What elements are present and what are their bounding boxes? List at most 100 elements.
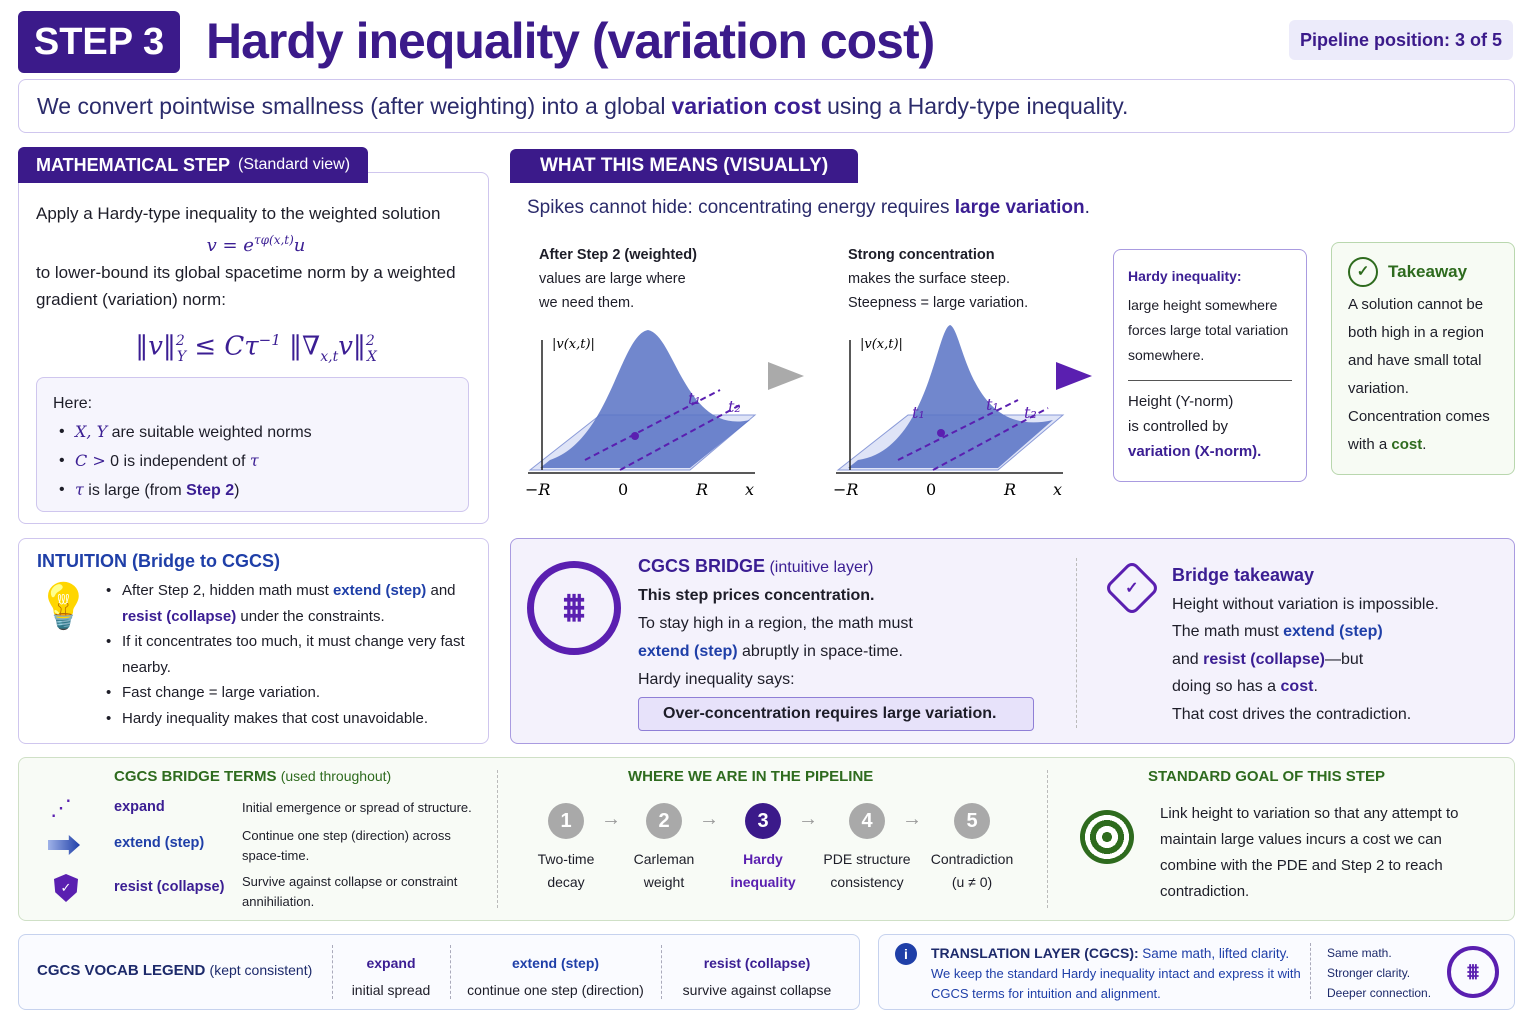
goal-title: STANDARD GOAL OF THIS STEP [1148, 768, 1385, 785]
gaussian-surface [848, 325, 1053, 468]
pipeline-step-3: 3 Hardy inequality [713, 803, 813, 894]
step-label: Hardy [743, 851, 783, 867]
svg-text:t₁: t₁ [912, 403, 925, 422]
svg-text:t₂: t₂ [728, 397, 741, 416]
svg-text:R: R [695, 480, 708, 499]
svg-text:R: R [1003, 480, 1016, 499]
check-circle-icon: ✓ [1348, 257, 1378, 287]
pipeline-step-2: 2 Carleman weight [614, 803, 714, 894]
vocab-legend [18, 934, 860, 1010]
svg-text:−R: −R [525, 480, 550, 499]
bottom-green-panel [18, 757, 1515, 921]
pipeline-position-badge: Pipeline position: 3 of 5 [1289, 20, 1513, 60]
here-label: Here: [53, 395, 93, 412]
term-expand-desc: Initial emergence or spread of structure… [242, 800, 472, 815]
pipeline-arrow-icon: → [798, 808, 818, 830]
divider [1047, 770, 1048, 908]
explanation-text: to lower-bound its global spacetime norm… [36, 263, 456, 309]
intuition-title: INTUITION (Bridge to CGCS) [37, 551, 280, 571]
term-extend: extend (step) [114, 835, 205, 851]
step-label: consistency [830, 874, 904, 890]
surface-plot-2: |v(x,t)| −R 0 R x t₁ t₁ t₂ [833, 325, 1065, 499]
weighted-solution-formula: v = eτφ(x,t)u [206, 233, 306, 256]
here-item: C > 0 is independent of τ [53, 447, 452, 476]
arrow-right-purple-icon [1056, 362, 1092, 390]
expand-icon: ⋰ [50, 795, 72, 820]
divider [661, 945, 662, 999]
panel-after-step2: After Step 2 (weighted) values are large … [539, 247, 697, 311]
pipeline-arrow-icon: → [902, 808, 922, 830]
term-resist-desc: Survive against collapse or constraint a… [242, 874, 458, 909]
summary-text: We convert pointwise smallness (after we… [37, 92, 666, 119]
term-extend-desc: Continue one step (direction) across spa… [242, 828, 451, 863]
bridge-small-icon: ⩩ [1447, 946, 1499, 998]
intro-text: Apply a Hardy-type inequality to the wei… [36, 204, 441, 223]
term-expand: expand [114, 799, 165, 815]
summary-bold: variation cost [671, 92, 822, 119]
svg-text:0: 0 [618, 480, 628, 499]
intuition-list: After Step 2, hidden math must extend (s… [100, 578, 485, 731]
pipeline-title: WHERE WE ARE IN THE PIPELINE [628, 768, 874, 785]
hardy-inequality-box: Hardy inequality: large height somewhere… [1113, 249, 1307, 482]
hardy-inequality-formula: ‖v‖2Y ≤ Cτ−1 ‖∇x,tv‖2X [135, 331, 377, 365]
math-step-title: MATHEMATICAL STEP [36, 154, 230, 175]
lightbulb-icon: 💡 [36, 582, 91, 631]
legend-resist: resist (collapse) survive against collaps… [682, 955, 832, 998]
visual-tab: WHAT THIS MEANS (VISUALLY) [510, 149, 859, 183]
step-number: 3 [745, 803, 781, 839]
visual-subtitle: Spikes cannot hide: concentrating energy… [527, 197, 1090, 218]
page-title: Hardy inequality (variation cost) [206, 13, 935, 69]
legend-title: CGCS VOCAB LEGEND (kept consistent) [37, 962, 313, 979]
divider [332, 945, 333, 999]
bridge-callout: Over-concentration requires large variat… [638, 697, 1034, 731]
svg-text:t₁: t₁ [986, 395, 999, 414]
step-number: 4 [849, 803, 885, 839]
intuition-item: After Step 2, hidden math must extend (s… [100, 578, 485, 629]
bridge-icon: ⩩ [527, 561, 621, 655]
svg-text:|v(x,t)|: |v(x,t)| [552, 337, 595, 352]
legend-expand: expand initial spread [351, 955, 431, 998]
target-icon [1080, 810, 1134, 864]
panel-title: After Step 2 (weighted) [539, 247, 697, 263]
step-label: Contradiction [930, 851, 1014, 867]
here-box: Here: X, Y are suitable weighted norms C… [36, 377, 469, 512]
step-label: inequality [730, 874, 796, 890]
svg-text:−R: −R [833, 480, 858, 499]
here-item: X, Y are suitable weighted norms [53, 418, 452, 447]
math-step-body: Apply a Hardy-type inequality to the wei… [36, 200, 476, 371]
gaussian-surface [540, 330, 750, 468]
translation-summary: Same math. Stronger clarity. Deeper connec… [1327, 946, 1432, 1000]
step-label: Two-time [537, 851, 595, 867]
panel-title: Strong concentration [848, 247, 995, 263]
intuition-item: If it concentrates too much, it must cha… [100, 629, 485, 680]
pipeline-step-1: 1 Two-time decay [516, 803, 616, 894]
pipeline-step-4: 4 PDE structure consistency [817, 803, 917, 894]
intuition-item: Hardy inequality makes that cost unavoid… [100, 706, 485, 732]
bridge-terms-title: CGCS BRIDGE TERMS (used throughout) [114, 768, 392, 785]
here-item: τ is large (from Step 2) [53, 476, 452, 505]
divider [1076, 558, 1077, 728]
legend-extend: extend (step) continue one step (directio… [467, 955, 644, 998]
translation-layer [878, 934, 1515, 1010]
bridge-body: CGCS BRIDGE (intuitive layer) This step … [638, 556, 913, 688]
intuition-item: Fast change = large variation. [100, 680, 485, 706]
pipeline-arrow-icon: → [699, 808, 719, 830]
step-label: Carleman [633, 851, 695, 867]
surface-plot-1: |v(x,t)| −R 0 R x t₁ t₂ [525, 330, 757, 499]
math-step-subtitle: (Standard view) [238, 156, 351, 173]
step-label: PDE structure [823, 851, 911, 867]
summary-text-end: using a Hardy-type inequality. [827, 92, 1129, 119]
step-label: decay [547, 874, 585, 890]
divider [497, 770, 498, 908]
takeaway-box: ✓ Takeaway A solution cannot be both high… [1331, 242, 1515, 475]
divider [1310, 943, 1311, 999]
svg-text:|v(x,t)|: |v(x,t)| [860, 337, 903, 352]
divider [450, 945, 451, 999]
extend-arrow-icon [48, 835, 80, 855]
summary-banner: We convert pointwise smallness (after we… [18, 79, 1515, 133]
svg-text:x: x [1053, 480, 1062, 499]
svg-text:0: 0 [926, 480, 936, 499]
info-icon: i [895, 943, 917, 965]
math-step-tab: MATHEMATICAL STEP (Standard view) [18, 147, 369, 183]
svg-text:t₂: t₂ [1024, 403, 1037, 422]
